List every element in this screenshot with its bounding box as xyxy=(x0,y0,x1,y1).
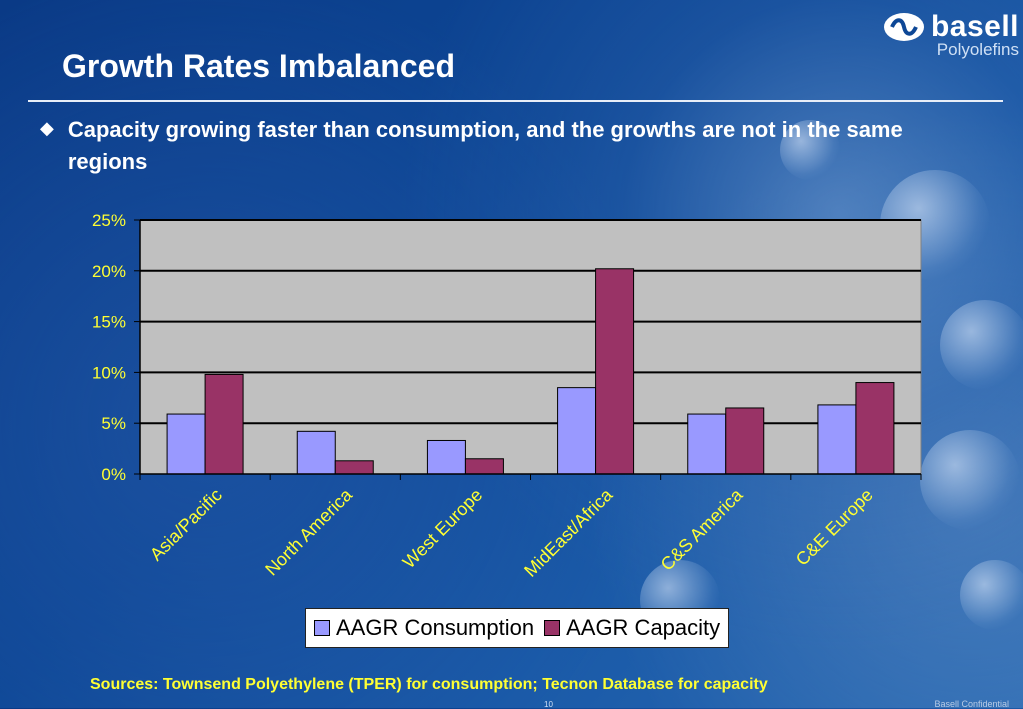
molecule-decoration xyxy=(960,560,1023,630)
x-tick-label: Asia/Pacific xyxy=(146,485,226,565)
x-tick-label: MidEast/Africa xyxy=(520,484,617,581)
bar-consumption xyxy=(426,439,466,475)
diamond-bullet-icon: ◆ xyxy=(40,118,54,138)
molecule-decoration xyxy=(920,430,1020,530)
slide-title: Growth Rates Imbalanced xyxy=(62,48,455,84)
x-axis-ticks: Asia/Pacific North America West Europe MidE… xyxy=(139,474,922,581)
bar-consumption xyxy=(296,430,336,475)
page-number: 10 xyxy=(544,700,553,709)
basell-logo-icon xyxy=(884,13,925,41)
bar-capacity xyxy=(464,458,504,475)
plot-area xyxy=(139,219,922,475)
legend-swatch-consumption xyxy=(314,620,330,636)
logo-name: basell xyxy=(930,10,1019,43)
logo-subtitle: Polyolefins xyxy=(936,40,1019,59)
legend-swatch-capacity xyxy=(544,620,561,636)
legend-item-capacity: AAGR Capacity xyxy=(544,615,720,641)
y-tick-label: 15% xyxy=(92,313,126,332)
bullet-text: Capacity growing faster than consumption… xyxy=(67,117,903,174)
gridlines xyxy=(140,219,921,425)
y-tick-label: 20% xyxy=(92,262,126,281)
bar-consumption xyxy=(687,413,727,475)
y-tick-label: 10% xyxy=(92,363,126,382)
bars xyxy=(166,268,895,475)
bullet-point: ◆ Capacity growing faster than consumpti… xyxy=(40,114,960,178)
y-tick-label: 0% xyxy=(101,465,126,484)
bar-capacity xyxy=(725,407,765,475)
confidential-label: Basell Confidential xyxy=(934,699,1009,709)
molecule-decoration xyxy=(940,300,1023,390)
title-divider xyxy=(28,100,1003,102)
bar-consumption xyxy=(557,387,597,475)
bar-capacity xyxy=(595,268,635,475)
y-tick-label: 25% xyxy=(92,211,126,230)
bar-capacity xyxy=(204,373,244,475)
y-tick-label: 5% xyxy=(101,414,126,433)
x-tick-label: West Europe xyxy=(399,485,486,572)
bar-capacity xyxy=(855,382,895,475)
legend-label-consumption: AAGR Consumption xyxy=(336,615,535,640)
x-tick-label: North America xyxy=(261,484,356,579)
legend-label-capacity: AAGR Capacity xyxy=(566,615,721,640)
bar-consumption xyxy=(817,404,857,475)
basell-logo: basell Polyolefins xyxy=(882,10,1019,60)
chart-legend: AAGR Consumption AAGR Capacity xyxy=(305,608,730,648)
bar-consumption xyxy=(166,413,206,475)
source-note: Sources: Townsend Polyethylene (TPER) fo… xyxy=(90,676,768,693)
x-tick-label: C&S America xyxy=(657,484,748,575)
x-tick-label: C&E Europe xyxy=(792,485,877,570)
molecule-decoration xyxy=(780,120,840,180)
bar-capacity xyxy=(334,460,374,475)
legend-item-consumption: AAGR Consumption xyxy=(314,615,534,641)
y-axis-ticks: 0% 5% 10% 15% 20% 25% xyxy=(92,211,140,484)
